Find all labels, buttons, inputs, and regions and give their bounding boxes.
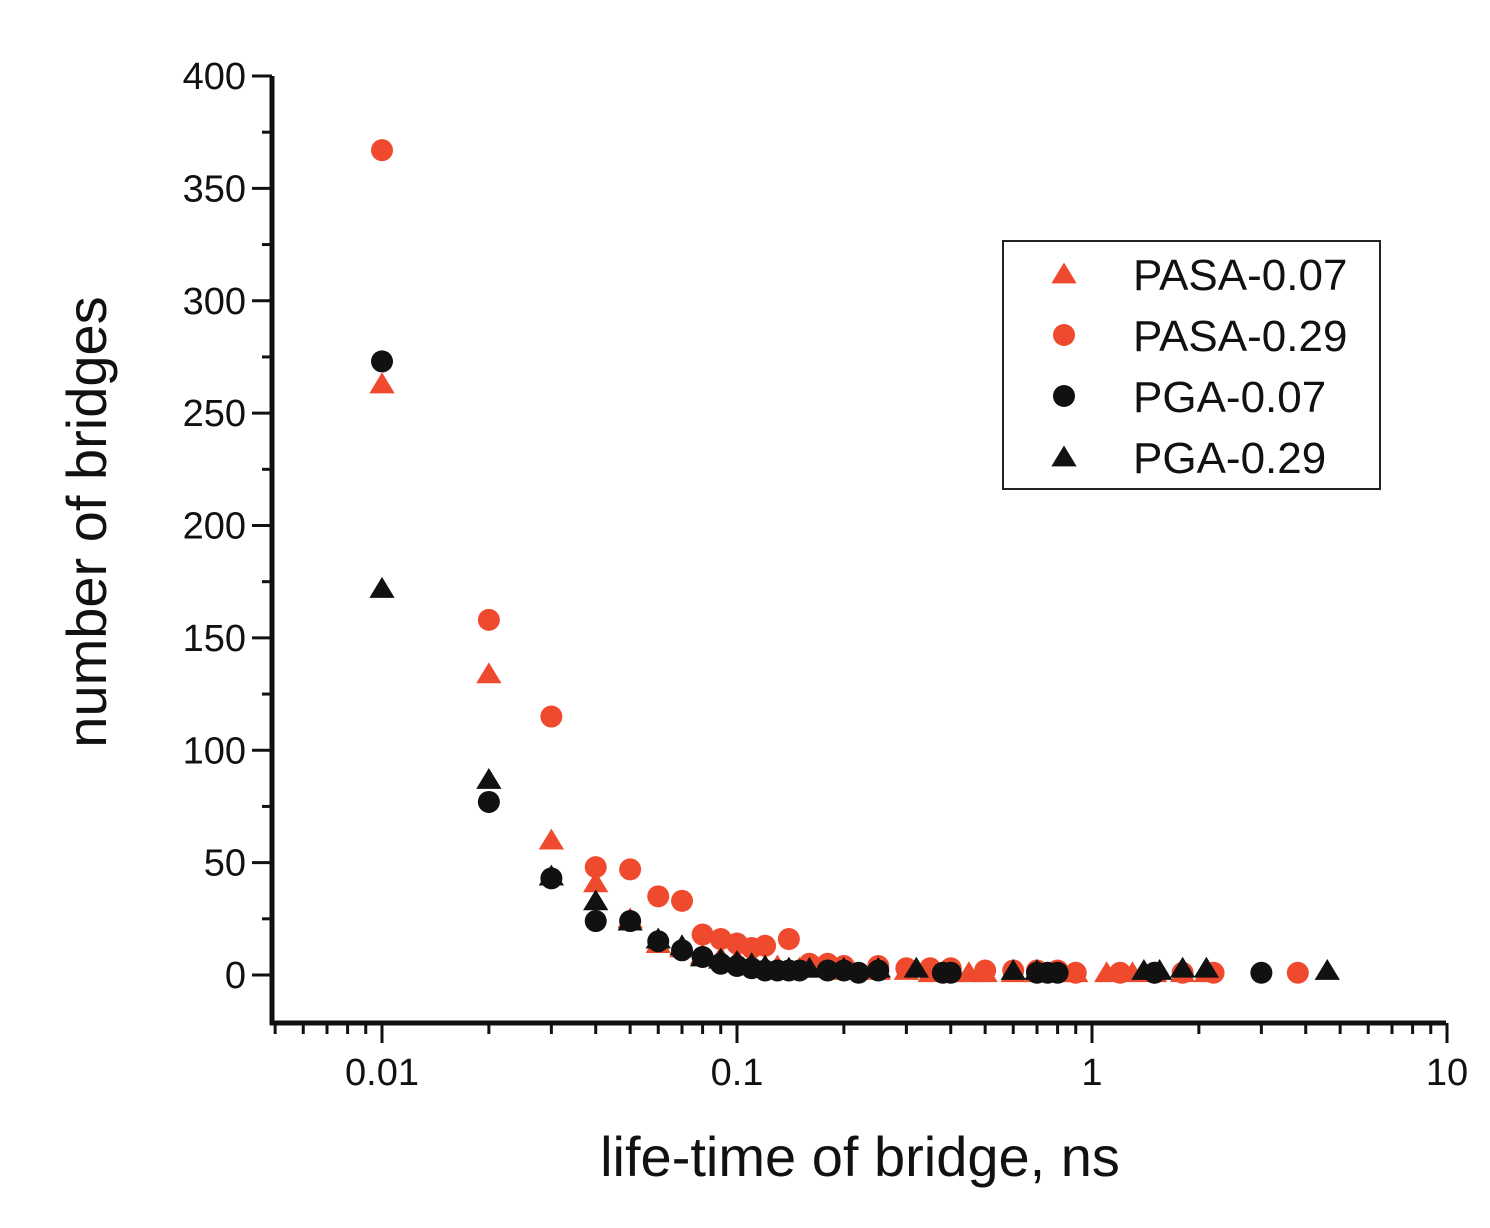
y-tick-label: 150 bbox=[183, 618, 246, 660]
data-point bbox=[939, 961, 962, 984]
axis-ticks: 0 50 100 150 200 250 300 350 400 0.01 0.1 1 10 bbox=[183, 56, 1469, 1094]
legend-marker bbox=[1051, 262, 1077, 284]
data-point bbox=[538, 828, 565, 850]
data-point bbox=[583, 871, 609, 893]
data-point bbox=[538, 864, 565, 886]
data-point bbox=[708, 947, 734, 969]
data-point bbox=[583, 889, 609, 911]
data-point bbox=[476, 767, 502, 789]
y-tick-label: 250 bbox=[183, 393, 246, 435]
data-point bbox=[1024, 959, 1050, 980]
y-tick-label: 400 bbox=[183, 56, 246, 98]
data-point bbox=[647, 885, 670, 908]
y-tick-label: 50 bbox=[204, 843, 246, 885]
data-point bbox=[477, 790, 500, 813]
data-point bbox=[645, 927, 671, 949]
data-point bbox=[956, 961, 982, 983]
data-point bbox=[903, 956, 929, 978]
y-tick-label: 200 bbox=[183, 506, 246, 548]
data-point bbox=[617, 909, 643, 931]
legend-label: PGA-0.29 bbox=[1133, 434, 1326, 483]
x-tick-label: 0.01 bbox=[345, 1052, 419, 1094]
x-tick-label: 1 bbox=[1081, 1052, 1102, 1094]
data-point bbox=[831, 956, 857, 978]
data-point bbox=[974, 959, 997, 982]
data-point bbox=[369, 576, 395, 598]
legend-marker bbox=[1053, 324, 1075, 346]
y-axis-title: number of bridges bbox=[55, 296, 118, 747]
data-point bbox=[752, 954, 778, 976]
legend-label: PASA-0.29 bbox=[1133, 312, 1347, 361]
data-point bbox=[691, 923, 714, 946]
data-point bbox=[476, 662, 502, 684]
data-point bbox=[671, 889, 694, 912]
y-tick-label: 350 bbox=[183, 168, 246, 210]
data-point bbox=[754, 934, 777, 957]
x-tick-label: 10 bbox=[1426, 1052, 1468, 1094]
legend-items: PASA-0.07 PASA-0.29 PGA-0.07 PGA-0.29 bbox=[1051, 251, 1347, 483]
data-point bbox=[724, 950, 750, 971]
data-point bbox=[777, 928, 800, 951]
data-point bbox=[619, 858, 642, 881]
data-point bbox=[1000, 959, 1026, 980]
y-tick-label: 300 bbox=[183, 281, 246, 323]
series-pga-0-29 bbox=[369, 576, 1340, 980]
x-tick-label: 0.1 bbox=[711, 1052, 764, 1094]
data-point bbox=[477, 608, 500, 631]
data-point bbox=[796, 956, 823, 978]
data-point bbox=[369, 372, 395, 394]
data-point bbox=[1314, 959, 1340, 980]
data-point bbox=[1286, 961, 1309, 984]
y-tick-label: 0 bbox=[225, 955, 246, 997]
data-point bbox=[1146, 959, 1173, 980]
data-point bbox=[584, 910, 607, 933]
data-point bbox=[1046, 961, 1069, 984]
data-points bbox=[369, 139, 1340, 984]
legend-marker bbox=[1053, 385, 1075, 407]
data-point bbox=[371, 139, 393, 162]
x-axis-title: life-time of bridge, ns bbox=[600, 1125, 1120, 1188]
data-point bbox=[776, 956, 802, 978]
data-point bbox=[865, 956, 891, 978]
data-point bbox=[1193, 956, 1220, 978]
data-point bbox=[1064, 961, 1087, 984]
legend-marker bbox=[1051, 445, 1077, 467]
legend-label: PGA-0.07 bbox=[1133, 373, 1326, 422]
data-point bbox=[1250, 961, 1273, 984]
data-point bbox=[847, 961, 870, 984]
legend: PASA-0.07 PASA-0.29 PGA-0.07 PGA-0.29 bbox=[1002, 240, 1381, 490]
legend-label: PASA-0.07 bbox=[1133, 251, 1347, 300]
data-point bbox=[584, 856, 607, 879]
data-point bbox=[540, 705, 563, 728]
data-point bbox=[1109, 961, 1132, 984]
axes bbox=[269, 76, 1446, 1026]
data-point bbox=[371, 350, 393, 373]
data-point bbox=[689, 945, 716, 967]
data-point bbox=[1169, 956, 1196, 978]
data-point bbox=[669, 934, 695, 956]
y-tick-label: 100 bbox=[183, 730, 246, 772]
